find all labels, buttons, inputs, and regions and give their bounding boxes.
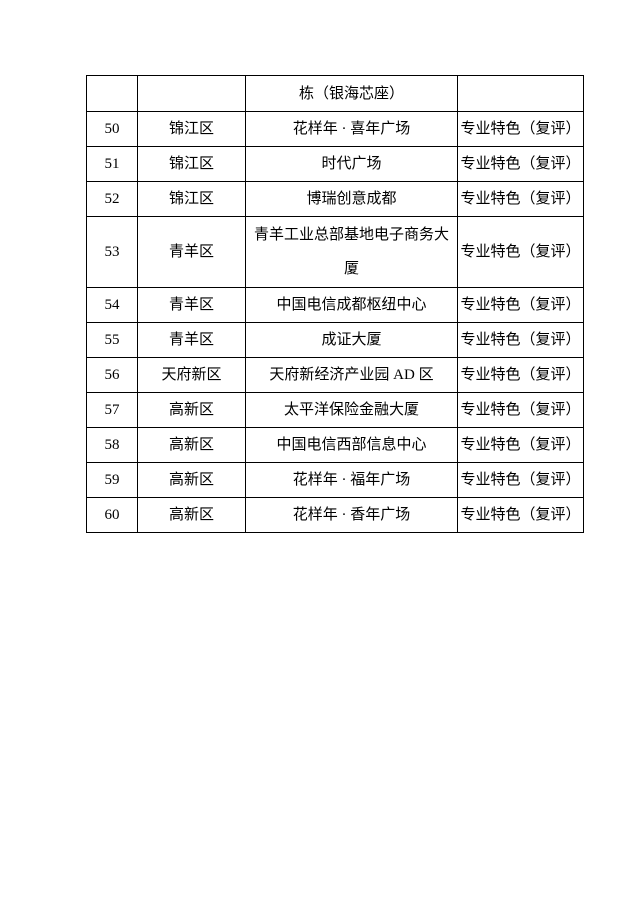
cell-district: 锦江区: [137, 146, 246, 182]
cell-district: 高新区: [137, 392, 246, 428]
cell-category: 专业特色（复评）: [457, 111, 584, 147]
cell-category: 专业特色（复评）: [457, 216, 584, 288]
cell-row-number: 55: [86, 322, 138, 358]
cell-district: 青羊区: [137, 216, 246, 288]
table-row: 58 高新区 中国电信西部信息中心 专业特色（复评）: [86, 427, 584, 463]
cell-row-number: 57: [86, 392, 138, 428]
cell-building-name: 花样年 · 福年广场: [245, 462, 458, 498]
cell-row-number: [86, 75, 138, 112]
table-row: 60 高新区 花样年 · 香年广场 专业特色（复评）: [86, 497, 584, 533]
buildings-table: 栋（银海芯座） 50 锦江区 花样年 · 喜年广场 专业特色（复评） 51 锦江区 时代广场专…: [86, 75, 584, 533]
cell-category: 专业特色（复评）: [457, 427, 584, 463]
cell-category: 专业特色（复评）: [457, 497, 584, 533]
cell-building-name: 时代广场: [245, 146, 458, 182]
cell-building-name: 天府新经济产业园 AD 区: [245, 357, 458, 393]
cell-building-name: 太平洋保险金融大厦: [245, 392, 458, 428]
cell-building-name: 青羊工业总部基地电子商务大 厦: [245, 216, 458, 288]
table-row: 53 青羊区 青羊工业总部基地电子商务大 厦专业特色（复评）: [86, 216, 584, 288]
table-row: 57 高新区 太平洋保险金融大厦 专业特色（复评）: [86, 392, 584, 428]
table-row-continuation: 栋（银海芯座）: [86, 75, 584, 112]
cell-building-name: 中国电信成都枢纽中心: [245, 287, 458, 323]
cell-category: 专业特色（复评）: [457, 322, 584, 358]
cell-row-number: 51: [86, 146, 138, 182]
cell-district: 天府新区: [137, 357, 246, 393]
cell-district: 锦江区: [137, 111, 246, 147]
cell-row-number: 60: [86, 497, 138, 533]
cell-row-number: 58: [86, 427, 138, 463]
cell-district: 锦江区: [137, 181, 246, 217]
cell-category: 专业特色（复评）: [457, 357, 584, 393]
cell-row-number: 52: [86, 181, 138, 217]
cell-row-number: 54: [86, 287, 138, 323]
cell-district: 青羊区: [137, 322, 246, 358]
cell-building-name: 中国电信西部信息中心: [245, 427, 458, 463]
cell-category: 专业特色（复评）: [457, 287, 584, 323]
cell-category: 专业特色（复评）: [457, 462, 584, 498]
cell-building-name: 花样年 · 喜年广场: [245, 111, 458, 147]
cell-district: 高新区: [137, 427, 246, 463]
cell-category: 专业特色（复评）: [457, 146, 584, 182]
cell-district: 青羊区: [137, 287, 246, 323]
table-row: 54 青羊区 中国电信成都枢纽中心 专业特色（复评）: [86, 287, 584, 323]
cell-building-name: 成证大厦: [245, 322, 458, 358]
cell-row-number: 53: [86, 216, 138, 288]
cell-row-number: 50: [86, 111, 138, 147]
cell-building-name: 栋（银海芯座）: [245, 75, 458, 112]
cell-category: 专业特色（复评）: [457, 392, 584, 428]
table-row: 59 高新区 花样年 · 福年广场 专业特色（复评）: [86, 462, 584, 498]
table-row: 50 锦江区 花样年 · 喜年广场 专业特色（复评）: [86, 111, 584, 147]
cell-district: [137, 75, 246, 112]
cell-category: [457, 75, 584, 112]
table-row: 56 天府新区 天府新经济产业园 AD 区专业特色（复评）: [86, 357, 584, 393]
table-row: 55 青羊区 成证大厦 专业特色（复评）: [86, 322, 584, 358]
cell-row-number: 56: [86, 357, 138, 393]
cell-category: 专业特色（复评）: [457, 181, 584, 217]
cell-district: 高新区: [137, 462, 246, 498]
cell-building-name: 博瑞创意成都: [245, 181, 458, 217]
cell-row-number: 59: [86, 462, 138, 498]
cell-district: 高新区: [137, 497, 246, 533]
table-row: 51 锦江区 时代广场 专业特色（复评）: [86, 146, 584, 182]
buildings-table-body: 栋（银海芯座） 50 锦江区 花样年 · 喜年广场 专业特色（复评） 51 锦江区 时代广场专…: [86, 75, 584, 533]
table-row: 52 锦江区 博瑞创意成都 专业特色（复评）: [86, 181, 584, 217]
cell-building-name: 花样年 · 香年广场: [245, 497, 458, 533]
